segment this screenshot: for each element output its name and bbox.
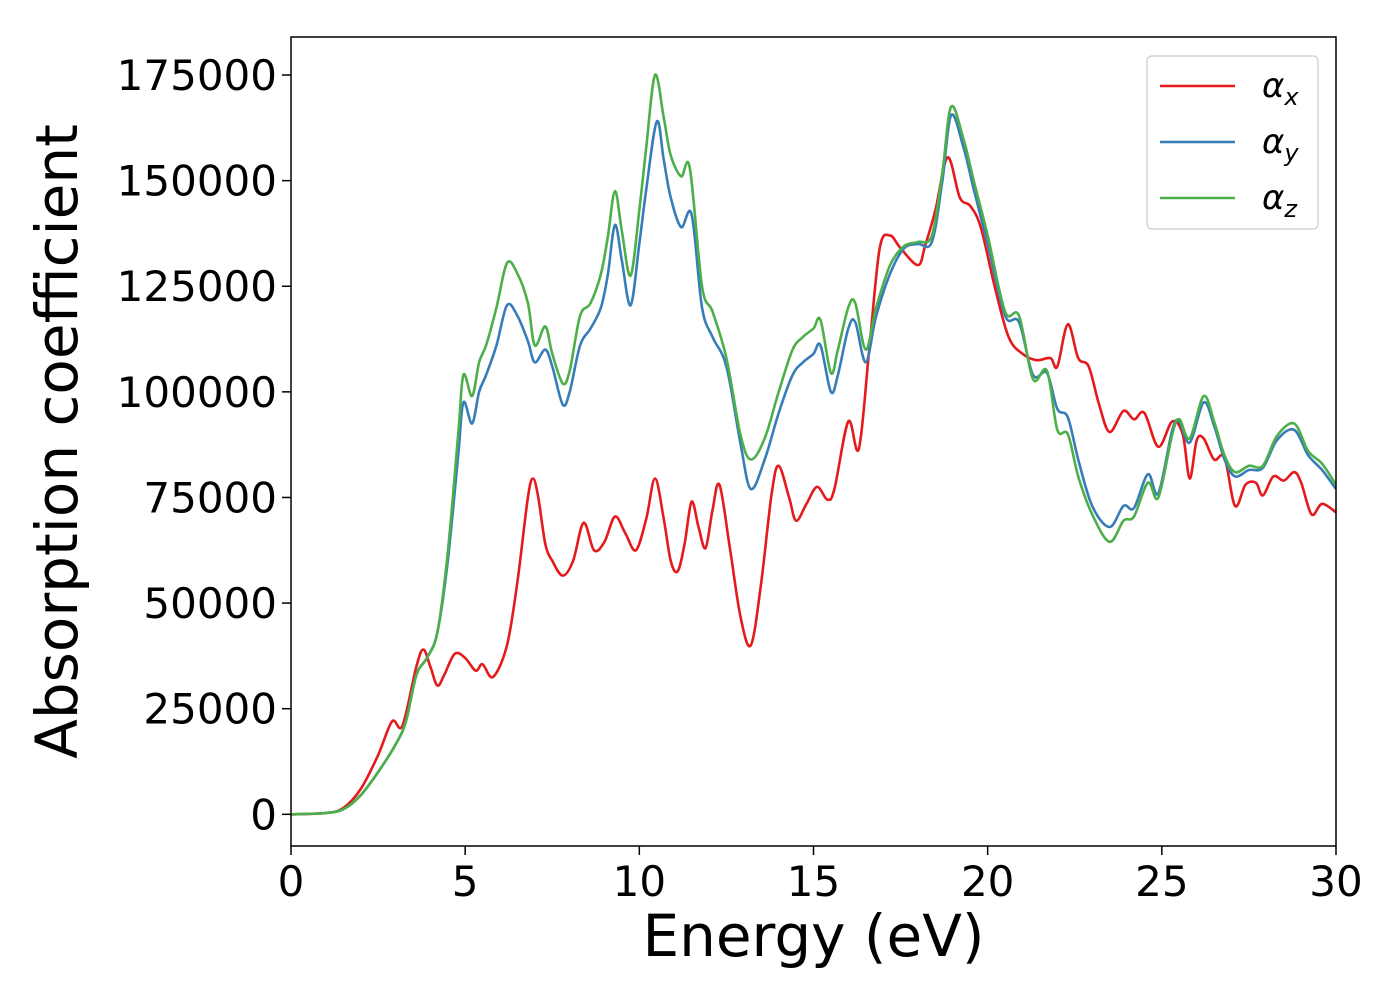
y-axis: 0 25000 50000 75000 100000 125000 150000 175000: [117, 51, 291, 839]
series-lines: [291, 73, 1336, 816]
series-line-alpha-y: [291, 113, 1336, 816]
y-axis-label: Absorption coefficient: [23, 124, 91, 759]
x-tick-label: 0: [278, 857, 305, 906]
legend-label-alpha-z: αz: [1262, 178, 1298, 223]
y-tick-label: 125000: [117, 262, 277, 311]
x-tick-label: 30: [1309, 857, 1362, 906]
x-axis-label: Energy (eV): [642, 902, 984, 970]
y-tick-label: 150000: [117, 157, 277, 206]
legend: αx αy αz: [1146, 55, 1319, 230]
x-tick-label: 20: [961, 857, 1014, 906]
x-tick-label: 5: [452, 857, 479, 906]
x-tick-label: 15: [787, 857, 840, 906]
y-tick-label: 50000: [143, 579, 277, 628]
series-line-alpha-x: [291, 156, 1336, 816]
y-tick-label: 175000: [117, 51, 277, 100]
legend-label-alpha-x: αx: [1262, 66, 1299, 111]
x-axis: 0 5 10 15 20 25 30: [278, 846, 1363, 906]
y-tick-label: 25000: [143, 685, 277, 734]
y-tick-label: 100000: [117, 368, 277, 417]
x-tick-label: 25: [1135, 857, 1188, 906]
y-tick-label: 75000: [143, 473, 277, 522]
x-tick-label: 10: [613, 857, 666, 906]
legend-label-alpha-y: αy: [1262, 122, 1299, 167]
series-line-alpha-z: [291, 73, 1336, 816]
y-tick-label: 0: [250, 790, 277, 839]
